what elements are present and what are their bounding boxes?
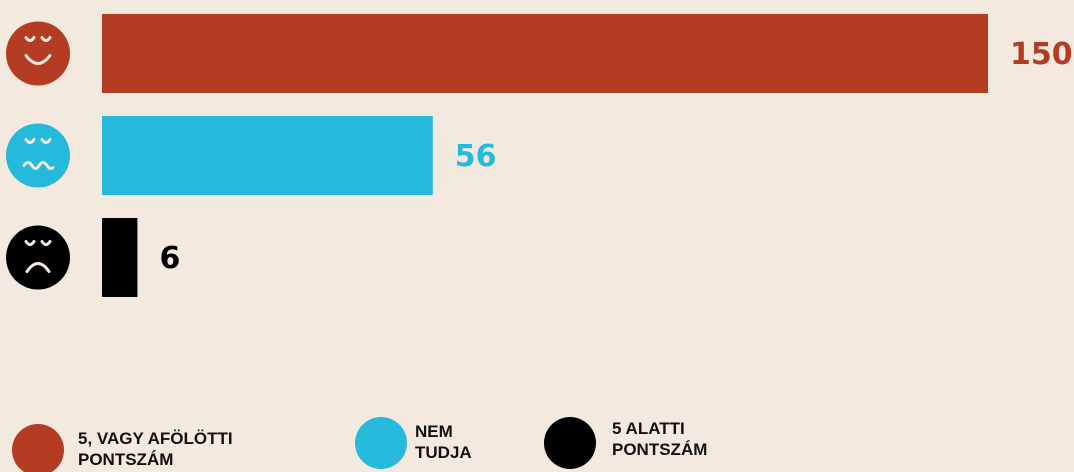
category-icon [6, 21, 70, 86]
category-icon [6, 225, 70, 290]
value-label: 6 [159, 241, 180, 276]
bar [102, 116, 433, 195]
legend-label: 5 ALATTI PONTSZÁM [612, 419, 708, 459]
value-label: 150 [1010, 37, 1073, 72]
icon-face [24, 36, 52, 65]
icon-face [24, 240, 52, 273]
category-icon [6, 123, 70, 188]
legend-swatch [12, 424, 64, 472]
bar [102, 14, 988, 93]
icon-face [22, 138, 55, 171]
value-label: 56 [455, 139, 497, 174]
legend-label: NEM TUDJA [415, 422, 472, 462]
legend-label: 5, VAGY AFÖLÖTTI PONTSZÁM [78, 429, 233, 469]
legend-swatch [355, 417, 407, 469]
legend-swatch [544, 417, 596, 469]
bar [102, 218, 138, 297]
